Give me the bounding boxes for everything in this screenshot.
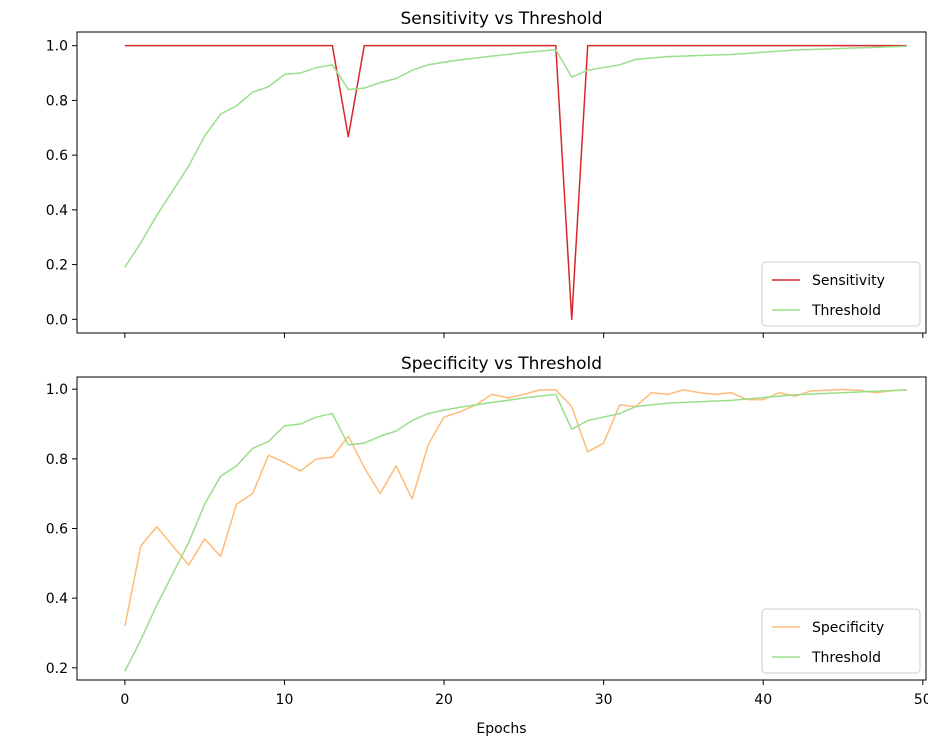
- y-tick-label: 0.8: [46, 93, 68, 109]
- series-line-sensitivity: [124, 44, 907, 321]
- y-tick-label: 0.4: [46, 203, 68, 219]
- chart-title: Sensitivity vs Threshold: [400, 9, 602, 29]
- x-tick-label: 50: [914, 692, 928, 708]
- legend-box: [761, 608, 921, 674]
- y-tick-label: 0.4: [46, 591, 68, 607]
- series-line-specificity: [124, 388, 907, 627]
- sensitivity-subplot: Sensitivity vs Threshold 0.0 0.2 0.4 0.6 0.8…: [46, 9, 927, 338]
- y-tick-label: 0.6: [46, 522, 68, 538]
- legend-label: Sensitivity: [812, 273, 885, 289]
- x-tick-label: 40: [754, 692, 772, 708]
- y-tick-label: 0.2: [46, 661, 68, 677]
- x-tick-label: 10: [276, 692, 294, 708]
- legend: Specificity Threshold: [761, 608, 921, 674]
- y-tick-label: 0.0: [46, 312, 68, 328]
- y-axis: 0.2 0.4 0.6 0.8 1.0: [46, 382, 77, 677]
- series-line-threshold: [124, 45, 907, 268]
- x-tick-label: 30: [595, 692, 613, 708]
- x-axis: [124, 333, 924, 338]
- y-axis: 0.0 0.2 0.4 0.6 0.8 1.0: [46, 39, 77, 328]
- y-tick-label: 1.0: [46, 382, 68, 398]
- y-tick-label: 0.8: [46, 452, 68, 468]
- x-axis-label: Epochs: [476, 721, 526, 737]
- legend-label: Threshold: [811, 650, 881, 666]
- specificity-subplot: Specificity vs Threshold 0.2 0.4 0.6 0.8 1.0…: [46, 354, 928, 737]
- legend-label: Specificity: [812, 620, 884, 636]
- y-tick-label: 0.2: [46, 258, 68, 274]
- x-tick-label: 0: [120, 692, 129, 708]
- y-tick-label: 0.6: [46, 148, 68, 164]
- legend: Sensitivity Threshold: [761, 261, 921, 327]
- series-group: [124, 388, 907, 672]
- series-group: [124, 44, 907, 321]
- y-tick-label: 1.0: [46, 39, 68, 55]
- x-tick-label: 20: [435, 692, 453, 708]
- plot-frame: [76, 31, 927, 334]
- legend-label: Threshold: [811, 303, 881, 319]
- chart-title: Specificity vs Threshold: [401, 354, 602, 374]
- legend-box: [761, 261, 921, 327]
- x-axis: 0 10 20 30 40 50: [120, 680, 928, 708]
- series-line-threshold: [124, 389, 907, 672]
